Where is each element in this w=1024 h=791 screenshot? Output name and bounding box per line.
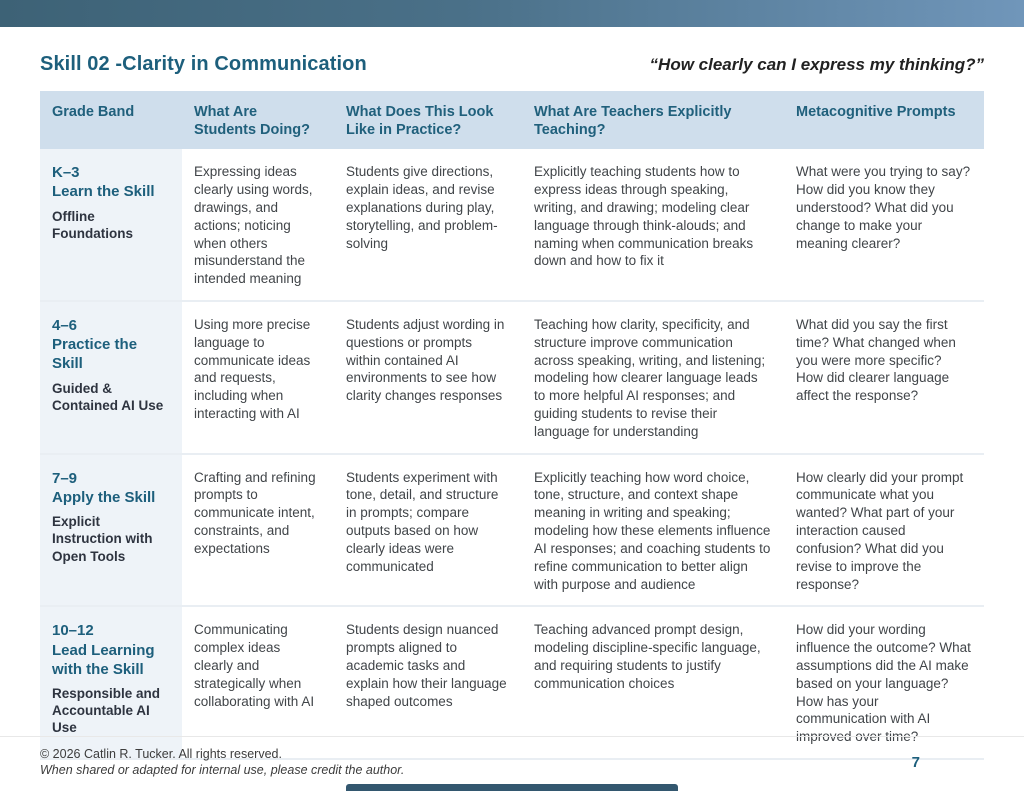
stage-subtitle: Explicit Instruction with Open Tools	[52, 514, 153, 564]
prompts-cell: How did your wording influence the outco…	[796, 622, 971, 745]
page-title: Skill 02 -Clarity in Communication	[40, 53, 367, 75]
bottom-accent-bar	[346, 784, 678, 791]
teaching-cell: Teaching how clarity, specificity, and s…	[534, 316, 766, 439]
grade-range: K–3	[52, 164, 80, 182]
teaching-cell: Teaching advanced prompt design, modelin…	[534, 622, 761, 691]
stage-subtitle: Responsible and Accountable AI Use	[52, 685, 161, 736]
skill-stage: Lead Learning with the Skill	[52, 641, 155, 678]
credit-note: When shared or adapted for internal use,…	[40, 763, 405, 777]
column-header-metacognitive-prompts: Metacognitive Prompts	[796, 104, 956, 120]
column-header-grade-band: Grade Band	[52, 104, 135, 120]
grade-range: 7–9	[52, 469, 78, 487]
prompts-cell: What did you say the first time? What ch…	[796, 316, 956, 404]
practice-cell: Students give directions, explain ideas,…	[346, 164, 498, 251]
students-doing-cell: Using more precise language to communica…	[194, 316, 311, 421]
column-header-students-doing: What Are Students Doing?	[194, 104, 310, 139]
teaching-cell: Explicitly teaching how word choice, ton…	[534, 469, 771, 592]
page-footer: © 2026 Catlin R. Tucker. All rights rese…	[0, 736, 1024, 783]
copyright-text: © 2026 Catlin R. Tucker. All rights rese…	[40, 747, 282, 761]
table-header-row: Grade Band What Are Students Doing? What…	[40, 91, 984, 150]
skill-stage: Apply the Skill	[52, 488, 156, 506]
students-doing-cell: Expressing ideas clearly using words, dr…	[194, 164, 313, 287]
practice-cell: Students design nuanced prompts aligned …	[346, 622, 507, 709]
table-row-k3: K–3 Learn the Skill Offline Foundations …	[40, 149, 984, 300]
prompts-cell: What were you trying to say? How did you…	[796, 164, 971, 251]
teaching-cell: Explicitly teaching students how to expr…	[534, 164, 754, 269]
grade-band-cell: 4–6 Practice the Skill Guided & Containe…	[40, 301, 182, 453]
grade-range: 4–6	[52, 316, 78, 334]
grade-band-cell: 7–9 Apply the Skill Explicit Instruction…	[40, 454, 182, 606]
grade-range: 10–12	[52, 622, 94, 640]
students-doing-cell: Crafting and refining prompts to communi…	[194, 469, 316, 556]
table-row-7-9: 7–9 Apply the Skill Explicit Instruction…	[40, 452, 984, 606]
column-header-practice: What Does This Look Like in Practice?	[346, 104, 494, 139]
stage-subtitle: Guided & Contained AI Use	[52, 380, 164, 413]
title-row: Skill 02 -Clarity in Communication “How …	[40, 53, 984, 76]
students-doing-cell: Communicating complex ideas clearly and …	[194, 622, 315, 709]
grade-band-cell: K–3 Learn the Skill Offline Foundations	[40, 149, 182, 300]
skill-stage: Practice the Skill	[52, 336, 138, 373]
prompts-cell: How clearly did your prompt communicate …	[796, 469, 964, 592]
practice-cell: Students experiment with tone, detail, a…	[346, 469, 499, 574]
column-header-teachers-teaching: What Are Teachers Explicitly Teaching?	[534, 104, 732, 139]
skill-table: Grade Band What Are Students Doing? What…	[40, 91, 984, 760]
guiding-question-quote: “How clearly can I express my thinking?”	[649, 55, 984, 74]
page-number: 7	[911, 753, 920, 771]
table-row-4-6: 4–6 Practice the Skill Guided & Containe…	[40, 299, 984, 453]
top-accent-bar	[0, 0, 1024, 27]
copyright-block: © 2026 Catlin R. Tucker. All rights rese…	[40, 747, 404, 777]
skill-stage: Learn the Skill	[52, 183, 155, 201]
table-row-10-12: 10–12 Lead Learning with the Skill Respo…	[40, 605, 984, 758]
stage-subtitle: Offline Foundations	[52, 208, 133, 241]
page-content: Skill 02 -Clarity in Communication “How …	[0, 27, 1024, 760]
grade-band-cell: 10–12 Lead Learning with the Skill Respo…	[40, 607, 182, 758]
practice-cell: Students adjust wording in questions or …	[346, 316, 505, 404]
